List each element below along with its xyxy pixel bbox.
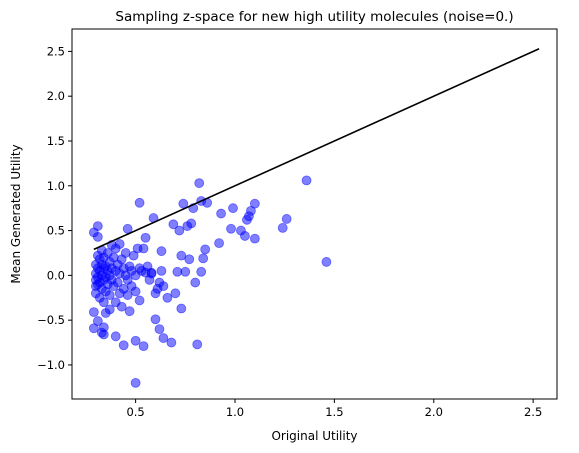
x-tick-label: 2.0 — [425, 405, 443, 419]
scatter-point — [122, 290, 133, 300]
y-tick-label: 1.0 — [47, 179, 65, 193]
scatter-point — [98, 297, 109, 308]
scatter-point — [146, 268, 157, 279]
y-tick-label: 0.0 — [47, 268, 65, 282]
scatter-point — [138, 341, 149, 352]
scatter-point — [200, 244, 211, 255]
scatter-point — [98, 322, 109, 333]
scatter-point — [158, 333, 169, 343]
y-axis-ticks: −1.0 −0.5 0.0 0.5 1.0 1.5 2.0 2.5 — [37, 44, 72, 372]
x-axis-ticks: 0.5 1.0 1.5 2.0 2.5 — [126, 399, 542, 419]
scatter-point — [226, 223, 236, 234]
x-tick-label: 1.0 — [226, 405, 244, 419]
y-tick-label: −1.0 — [37, 358, 65, 372]
scatter-point — [110, 331, 121, 342]
x-tick-label: 0.5 — [126, 405, 144, 419]
scatter-point — [301, 175, 312, 186]
scatter-point — [92, 316, 103, 326]
scatter-point — [180, 266, 191, 277]
chart-title: Sampling z-space for new high utility mo… — [115, 9, 513, 25]
y-tick-label: 1.5 — [47, 134, 65, 148]
y-tick-label: 2.0 — [47, 89, 65, 103]
scatter-point — [176, 303, 187, 314]
x-axis-label: Original Utility — [271, 429, 357, 443]
scatter-point — [321, 257, 332, 267]
scatter-point — [214, 238, 224, 249]
scatter-points — [88, 175, 332, 388]
scatter-point — [281, 214, 292, 224]
scatter-point — [196, 266, 207, 277]
scatter-point — [194, 178, 205, 188]
scatter-point — [166, 337, 177, 348]
scatter-point — [104, 290, 115, 300]
scatter-point — [124, 306, 135, 317]
scatter-point — [92, 231, 103, 242]
scatter-point — [190, 277, 201, 288]
scatter-point — [249, 233, 260, 244]
scatter-point — [156, 246, 167, 257]
scatter-point — [192, 339, 203, 350]
identity-line — [93, 47, 540, 251]
y-tick-label: 2.5 — [47, 44, 65, 58]
scatter-point — [118, 340, 129, 351]
scatter-point — [186, 218, 197, 229]
scatter-point — [168, 219, 179, 230]
axes-frame — [71, 28, 558, 400]
scatter-point — [154, 324, 165, 335]
scatter-point — [184, 254, 195, 265]
scatter-point — [92, 221, 103, 231]
scatter-point — [228, 203, 238, 214]
scatter-point — [150, 314, 161, 325]
scatter-point — [249, 198, 260, 209]
x-tick-label: 1.5 — [325, 405, 343, 419]
scatter-point — [162, 292, 173, 303]
scatter-point — [130, 286, 141, 297]
reference-line — [93, 47, 540, 251]
scatter-point — [138, 243, 149, 254]
scatter-point — [114, 239, 125, 249]
scatter-point — [156, 265, 167, 276]
scatter-point — [170, 288, 181, 299]
y-tick-label: −0.5 — [37, 313, 65, 327]
scatter-point — [140, 232, 151, 243]
scatter-point — [116, 301, 127, 312]
scatter-point — [104, 304, 115, 315]
x-tick-label: 2.5 — [524, 405, 542, 419]
scatter-point — [134, 295, 145, 306]
scatter-point — [198, 253, 209, 264]
scatter-point — [158, 281, 169, 292]
scatter-point — [130, 335, 141, 346]
scatter-point — [130, 377, 141, 388]
scatter-point — [216, 208, 226, 219]
scatter-point — [277, 222, 288, 233]
scatter-point — [134, 197, 145, 208]
y-tick-label: 0.5 — [47, 224, 65, 238]
scatter-point — [88, 307, 99, 318]
y-axis-label: Mean Generated Utility — [9, 144, 23, 283]
scatter-point — [176, 250, 187, 261]
scatter-point — [174, 225, 185, 236]
scatter-point — [240, 231, 250, 241]
